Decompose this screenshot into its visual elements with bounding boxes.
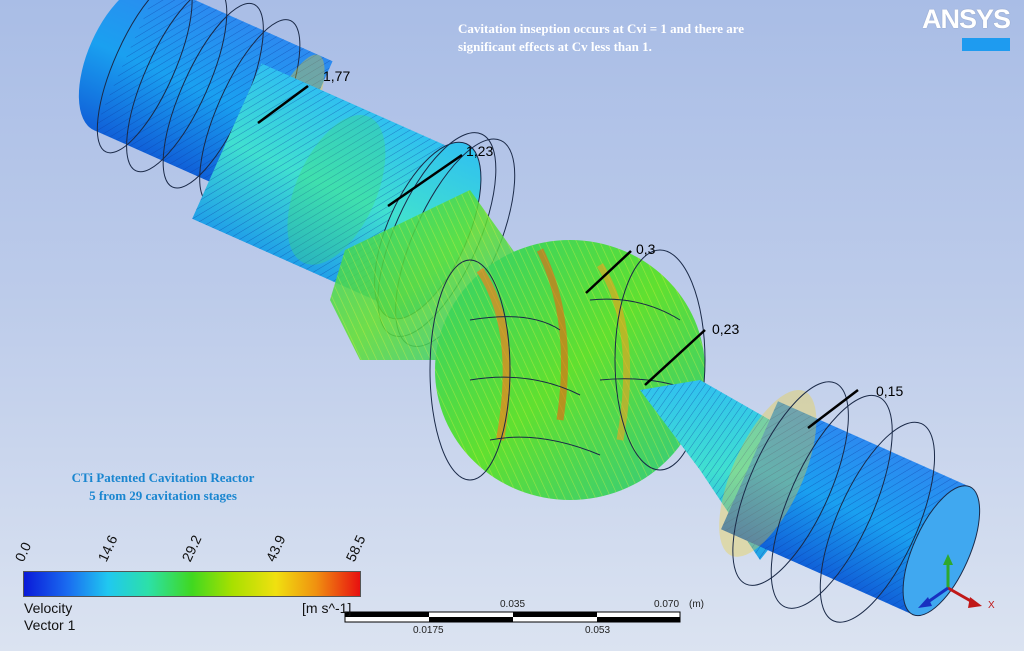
axis-triad (918, 554, 982, 608)
legend-units: [m s^-1] (302, 600, 352, 616)
legend-title: Velocity Vector 1 (24, 600, 75, 634)
stage-drum-central (429, 240, 706, 500)
logo-accent-bar (962, 38, 1010, 51)
scale-label-top: 0.070 (654, 599, 680, 610)
callout-stage-3: 0,3 (636, 241, 656, 257)
scale-label-bottom: 0.053 (585, 625, 611, 636)
outlet-section (719, 381, 981, 623)
scale-label-top: 0.035 (500, 599, 526, 610)
logo-text: ANSYS (921, 4, 1011, 34)
ansys-logo: ANSYS (921, 4, 1011, 51)
note-line-2: significant effects at Cv less than 1. (458, 39, 652, 54)
callout-stage-4: 0,23 (712, 321, 740, 337)
callout-stage-2: 1,23 (466, 143, 494, 159)
scale-bar (344, 611, 681, 623)
callout-leaders (257, 84, 859, 429)
scale-unit: (m) (689, 599, 704, 610)
scale-label-bottom: 0.0175 (413, 625, 444, 636)
caption-line-1: CTi Patented Cavitation Reactor (71, 470, 255, 485)
reactor-caption: CTi Patented Cavitation Reactor 5 from 2… (38, 469, 288, 505)
legend-title-line-2: Vector 1 (24, 617, 76, 633)
callout-stage-5: 0,15 (876, 383, 904, 399)
legend-colorbar (23, 571, 361, 597)
callout-stage-1: 1,77 (323, 68, 351, 84)
cavitation-note: Cavitation inseption occurs at Cvi = 1 a… (458, 20, 838, 56)
legend-title-line-1: Velocity (24, 600, 73, 616)
caption-line-2: 5 from 29 cavitation stages (89, 488, 237, 503)
note-line-1: Cavitation inseption occurs at Cvi = 1 a… (458, 21, 745, 36)
axis-x-label: X (988, 600, 995, 611)
